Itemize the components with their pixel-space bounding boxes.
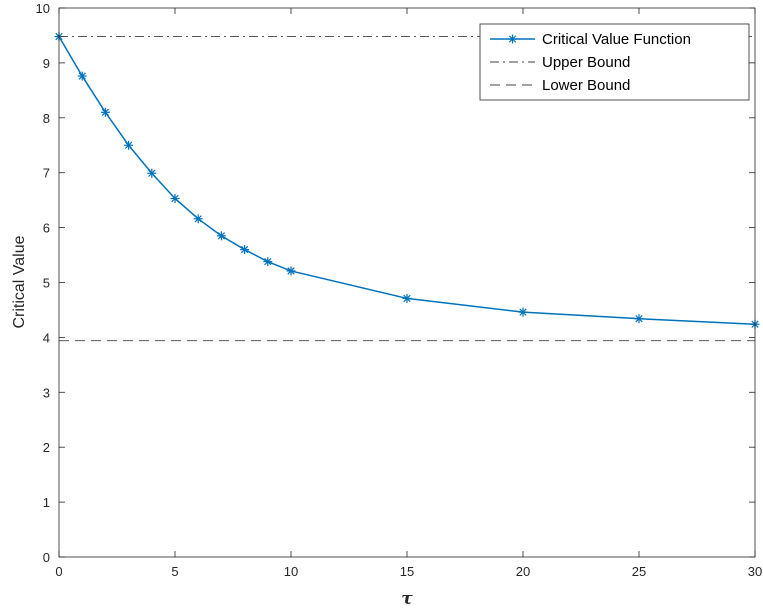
data-point-marker bbox=[286, 266, 296, 276]
data-point-marker bbox=[100, 107, 110, 117]
x-tick-label: 25 bbox=[632, 564, 646, 579]
legend-box bbox=[479, 23, 750, 101]
x-tick-label: 0 bbox=[55, 564, 62, 579]
x-tick-label: 15 bbox=[400, 564, 414, 579]
data-point-marker bbox=[263, 257, 273, 267]
legend-entry-0: Critical Value Function bbox=[542, 31, 691, 48]
data-point-marker bbox=[193, 214, 203, 224]
y-tick-label: 8 bbox=[43, 111, 50, 126]
data-point-marker bbox=[77, 71, 87, 81]
y-axis-label: Critical Value bbox=[11, 235, 28, 328]
y-tick-label: 4 bbox=[43, 330, 50, 345]
y-tick-label: 10 bbox=[36, 1, 50, 16]
data-point-marker bbox=[240, 245, 250, 255]
legend-entry-2: Lower Bound bbox=[542, 77, 630, 94]
x-tick-label: 30 bbox=[748, 564, 762, 579]
data-point-marker bbox=[518, 307, 528, 317]
legend-entry-1: Upper Bound bbox=[542, 54, 630, 71]
y-tick-label: 0 bbox=[43, 550, 50, 565]
y-tick-label: 9 bbox=[43, 56, 50, 71]
axes-layer: 0 5 10 15 20 25 30 0 1 2 3 4 5 6 7 8 9 10 bbox=[36, 1, 763, 579]
data-point-marker bbox=[634, 314, 644, 324]
data-point-marker bbox=[216, 231, 226, 241]
x-tick-label: 10 bbox=[284, 564, 298, 579]
x-axis-label: τ bbox=[401, 589, 413, 609]
y-tick-label: 6 bbox=[43, 221, 50, 236]
series-layer bbox=[54, 32, 760, 342]
y-tick-label: 7 bbox=[43, 166, 50, 181]
x-tick-label: 20 bbox=[516, 564, 530, 579]
data-point-marker bbox=[170, 194, 180, 204]
legend: Critical Value Function Upper Bound Lower … bbox=[479, 23, 750, 101]
data-point-marker bbox=[124, 140, 134, 150]
y-tick-label: 1 bbox=[43, 495, 50, 510]
y-tick-label: 5 bbox=[43, 276, 50, 291]
x-tick-label: 5 bbox=[171, 564, 178, 579]
data-point-marker bbox=[402, 293, 412, 303]
y-tick-label: 2 bbox=[43, 440, 50, 455]
legend-marker bbox=[508, 34, 517, 44]
data-point-marker bbox=[147, 168, 157, 178]
y-tick-label: 3 bbox=[43, 385, 50, 400]
